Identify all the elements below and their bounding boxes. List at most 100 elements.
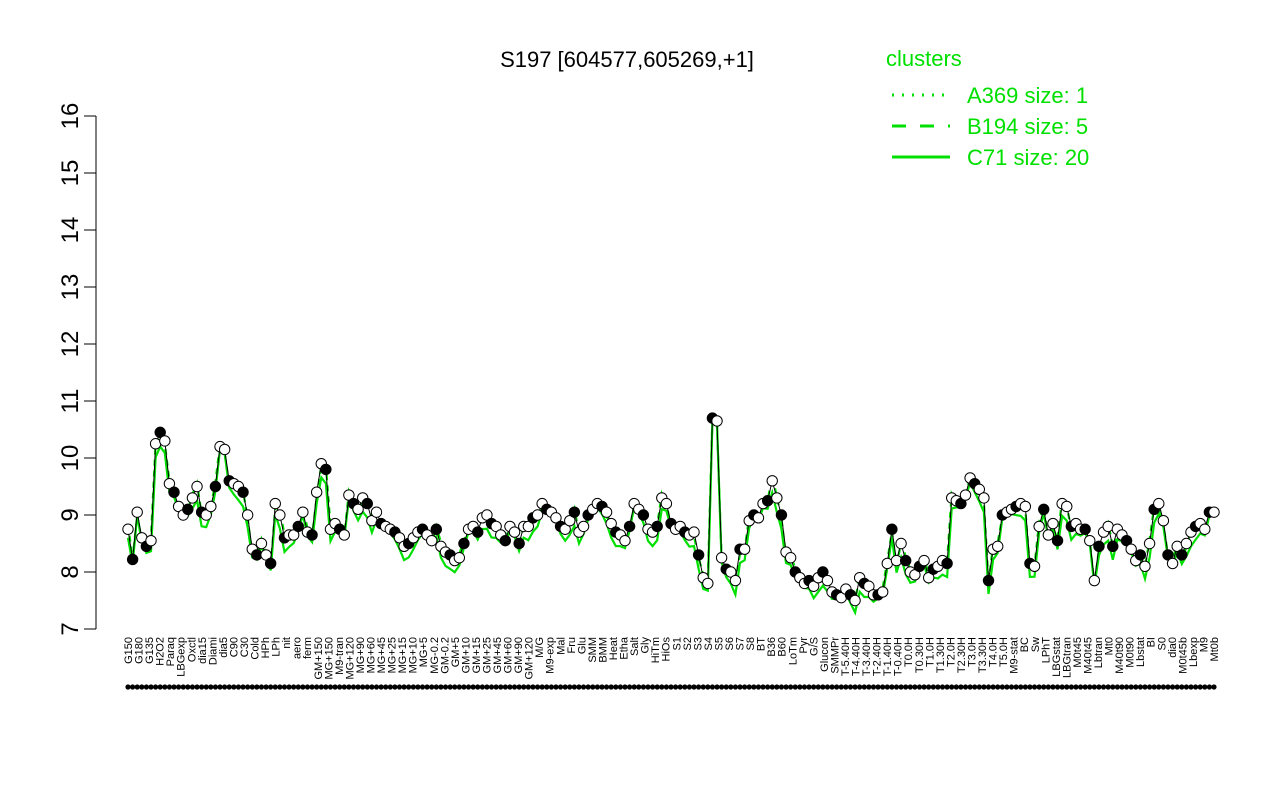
x-tick-bullet bbox=[801, 684, 808, 690]
x-tick-label: HiTm bbox=[650, 637, 662, 663]
data-point bbox=[1028, 560, 1041, 572]
x-tick-bullet bbox=[774, 684, 780, 690]
x-tick-bullet bbox=[1169, 684, 1176, 690]
x-tick-bullet bbox=[663, 684, 669, 690]
data-point bbox=[255, 537, 268, 550]
x-tick-bullet bbox=[659, 684, 665, 690]
x-tick-bullet bbox=[815, 684, 821, 690]
x-tick-bullet bbox=[424, 684, 430, 690]
x-tick-bullet bbox=[212, 684, 219, 690]
data-point bbox=[941, 557, 953, 570]
x-tick-bullet bbox=[751, 684, 757, 690]
x-tick-bullet bbox=[318, 684, 324, 690]
data-point bbox=[1125, 543, 1137, 555]
x-tick-bullet bbox=[447, 684, 453, 690]
x-tick-bullet bbox=[544, 684, 550, 690]
x-tick-bullet bbox=[1068, 684, 1074, 690]
x-tick-bullet bbox=[245, 684, 251, 690]
x-tick-label: BMM bbox=[597, 637, 609, 663]
data-point bbox=[131, 506, 143, 518]
x-tick-label: M/G bbox=[534, 637, 546, 658]
x-tick-bullet bbox=[442, 684, 449, 690]
x-tick-label: M9-tran bbox=[334, 637, 346, 675]
x-tick-bullet bbox=[521, 684, 527, 690]
x-tick-bullet bbox=[157, 684, 163, 690]
x-tick-bullet bbox=[880, 684, 886, 690]
x-tick-label: M0t45 bbox=[1072, 637, 1084, 668]
x-tick-label: M0t45b bbox=[1177, 637, 1189, 674]
x-tick-label: GM+10 bbox=[460, 637, 472, 673]
data-point bbox=[688, 526, 700, 538]
x-tick-bullet bbox=[691, 684, 697, 690]
data-point bbox=[205, 500, 217, 513]
y-tick-label: 9 bbox=[57, 508, 84, 521]
cluster-lines bbox=[126, 415, 1215, 616]
x-tick-label: T2.30H bbox=[956, 637, 968, 673]
x-tick-bullet bbox=[314, 684, 320, 690]
data-point bbox=[992, 540, 1004, 553]
x-tick-bullet bbox=[783, 684, 789, 690]
x-tick-label: M0t90 bbox=[1125, 637, 1137, 668]
y-tick-label: 12 bbox=[57, 331, 84, 358]
x-tick-bullet bbox=[222, 684, 228, 690]
data-point bbox=[752, 512, 765, 524]
x-tick-bullet bbox=[834, 684, 840, 690]
x-tick-label: Glucon bbox=[819, 637, 831, 672]
x-tick-label: dia0 bbox=[1167, 637, 1179, 658]
data-point bbox=[320, 463, 332, 476]
x-tick-bullet bbox=[580, 684, 587, 690]
data-point bbox=[1093, 540, 1105, 553]
data-point bbox=[361, 497, 373, 510]
x-tick-label: GM+150 bbox=[313, 637, 325, 680]
data-point bbox=[784, 552, 797, 564]
x-tick-label: MG+25 bbox=[387, 637, 399, 673]
data-point bbox=[775, 509, 788, 521]
x-tick-label: T3.30H bbox=[977, 637, 989, 673]
x-tick-label: Heat bbox=[608, 637, 620, 660]
x-tick-bullet bbox=[571, 684, 577, 690]
data-point bbox=[458, 537, 470, 550]
x-tick-bullet bbox=[1008, 684, 1015, 690]
x-tick-label: H2O2 bbox=[155, 637, 167, 666]
data-point bbox=[1079, 523, 1091, 535]
x-tick-label: nit bbox=[281, 637, 293, 649]
x-tick-bullet bbox=[677, 684, 683, 690]
data-point bbox=[297, 506, 309, 518]
x-tick-bullet bbox=[608, 684, 614, 690]
x-tick-bullet bbox=[180, 684, 186, 690]
x-tick-label: Lbexp bbox=[1188, 637, 1200, 667]
x-tick-bullet bbox=[622, 684, 628, 690]
cluster-line-c71 bbox=[126, 420, 1215, 616]
x-tick-bullet bbox=[309, 684, 315, 690]
x-tick-label: GM-0.2 bbox=[439, 637, 451, 674]
x-tick-label: T1.30H bbox=[935, 637, 947, 673]
x-tick-bullet bbox=[383, 684, 389, 690]
data-point bbox=[692, 549, 705, 561]
x-tick-bullet bbox=[378, 684, 384, 690]
x-tick-label: LBGtran bbox=[1061, 637, 1073, 678]
x-tick-bullet bbox=[291, 684, 297, 690]
x-tick-label: S1 bbox=[671, 637, 683, 650]
legend-entry-a369: A369 size: 1 bbox=[967, 83, 1088, 108]
x-tick-label: SMMPr bbox=[829, 637, 841, 674]
x-tick-bullet bbox=[1073, 684, 1079, 690]
x-tick-bullet bbox=[1004, 684, 1010, 690]
x-tick-bullet bbox=[907, 684, 913, 690]
data-point bbox=[876, 586, 889, 598]
data-point bbox=[1019, 500, 1032, 513]
data-point bbox=[568, 506, 581, 518]
x-tick-label: LPh bbox=[271, 637, 283, 657]
x-tick-bullet bbox=[732, 684, 739, 690]
x-tick-bullet bbox=[673, 684, 679, 690]
x-tick-bullet bbox=[199, 684, 205, 690]
data-point bbox=[1042, 529, 1055, 541]
x-tick-label: HiOs bbox=[661, 637, 673, 662]
data-point bbox=[1180, 537, 1193, 550]
x-tick-bullet bbox=[1119, 684, 1125, 690]
x-tick-bullet bbox=[935, 684, 941, 690]
x-tick-bullet bbox=[387, 684, 393, 690]
x-tick-bullet bbox=[921, 684, 927, 690]
x-tick-label: dia15 bbox=[197, 637, 209, 664]
data-point bbox=[186, 492, 199, 504]
x-tick-bullet bbox=[838, 684, 844, 690]
